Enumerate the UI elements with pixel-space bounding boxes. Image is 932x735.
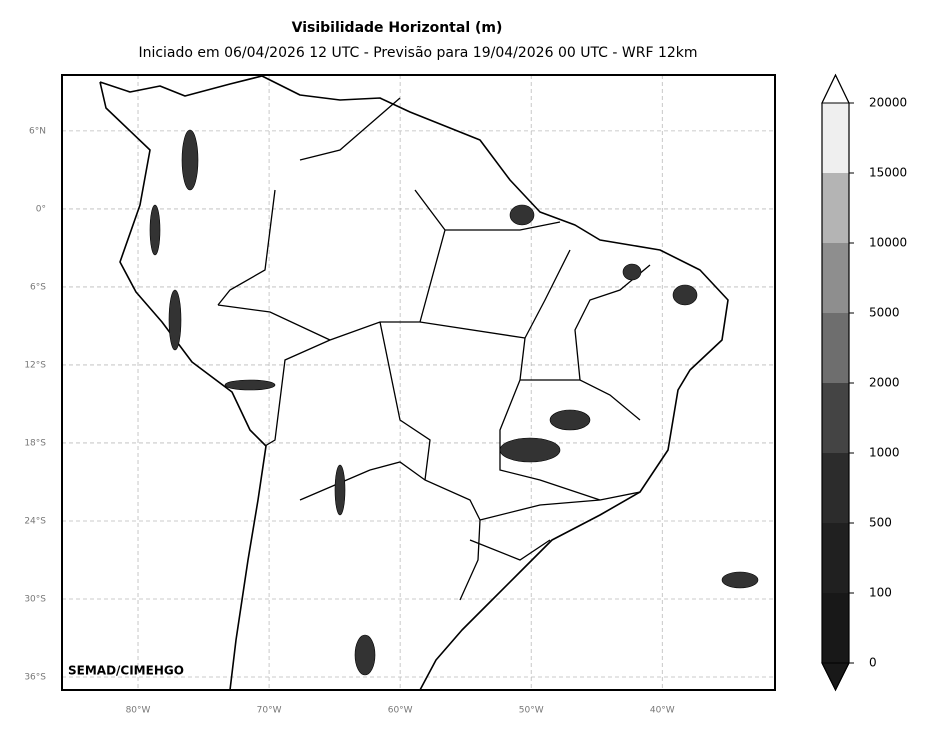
contour xyxy=(354,634,376,676)
coastline xyxy=(99,75,729,691)
contour xyxy=(622,263,642,281)
colorbar-tick-label: 2000 xyxy=(869,376,900,390)
y-tick-label: 36°S xyxy=(24,672,46,682)
colorbar-level xyxy=(822,313,849,383)
state-borders xyxy=(469,249,651,561)
credit: SEMAD/CIMEHGO xyxy=(68,664,184,678)
x-tick-label: 70°W xyxy=(257,706,282,716)
map-frame xyxy=(61,74,776,691)
y-tick-label: 6°S xyxy=(30,282,46,292)
contour xyxy=(721,571,759,589)
colorbar-tick-label: 0 xyxy=(869,656,877,670)
colorbar-tick-label: 500 xyxy=(869,516,892,530)
colorbar-level xyxy=(822,523,849,593)
contour xyxy=(334,464,346,516)
land-outlines xyxy=(99,75,729,691)
contour xyxy=(509,204,535,226)
contour xyxy=(499,437,561,463)
colorbar-tick-label: 5000 xyxy=(869,306,900,320)
colorbar-level xyxy=(822,453,849,523)
x-tick-label: 40°W xyxy=(650,706,675,716)
contour xyxy=(181,129,199,191)
grid xyxy=(62,75,775,690)
colorbar-extend-low xyxy=(821,662,850,692)
y-tick-label: 18°S xyxy=(24,438,46,448)
colorbar-tick-label: 1000 xyxy=(869,446,900,460)
contour xyxy=(672,284,698,306)
visibility-contours xyxy=(149,129,759,676)
colorbar-extend-high xyxy=(821,73,850,104)
y-tick-label: 24°S xyxy=(24,516,46,526)
colorbar-tick-label: 20000 xyxy=(869,96,907,110)
colorbar-tick-label: 15000 xyxy=(869,166,907,180)
y-tick-label: 12°S xyxy=(24,360,46,370)
map-subtitle: Iniciado em 06/04/2026 12 UTC - Previsão… xyxy=(138,45,697,61)
y-tick-label: 30°S xyxy=(24,594,46,604)
colorbar-level xyxy=(822,243,849,313)
map-title: Visibilidade Horizontal (m) xyxy=(292,20,503,36)
colorbar: 0 100 500 1000 2000 5000 10000 15000 20000 xyxy=(821,73,907,692)
y-tick-label: 6°N xyxy=(29,126,46,136)
x-tick-label: 60°W xyxy=(388,706,413,716)
colorbar-level xyxy=(822,103,849,173)
contour xyxy=(549,409,591,431)
contour xyxy=(168,289,182,351)
y-tick-label: 0° xyxy=(36,204,46,214)
x-tick-label: 80°W xyxy=(126,706,151,716)
contour xyxy=(224,379,276,391)
colorbar-tick-label: 100 xyxy=(869,586,892,600)
colorbar-level xyxy=(822,593,849,663)
colorbar-tick-label: 10000 xyxy=(869,236,907,250)
colorbar-level xyxy=(822,173,849,243)
x-tick-label: 50°W xyxy=(519,706,544,716)
contour xyxy=(149,204,161,256)
colorbar-level xyxy=(822,383,849,453)
